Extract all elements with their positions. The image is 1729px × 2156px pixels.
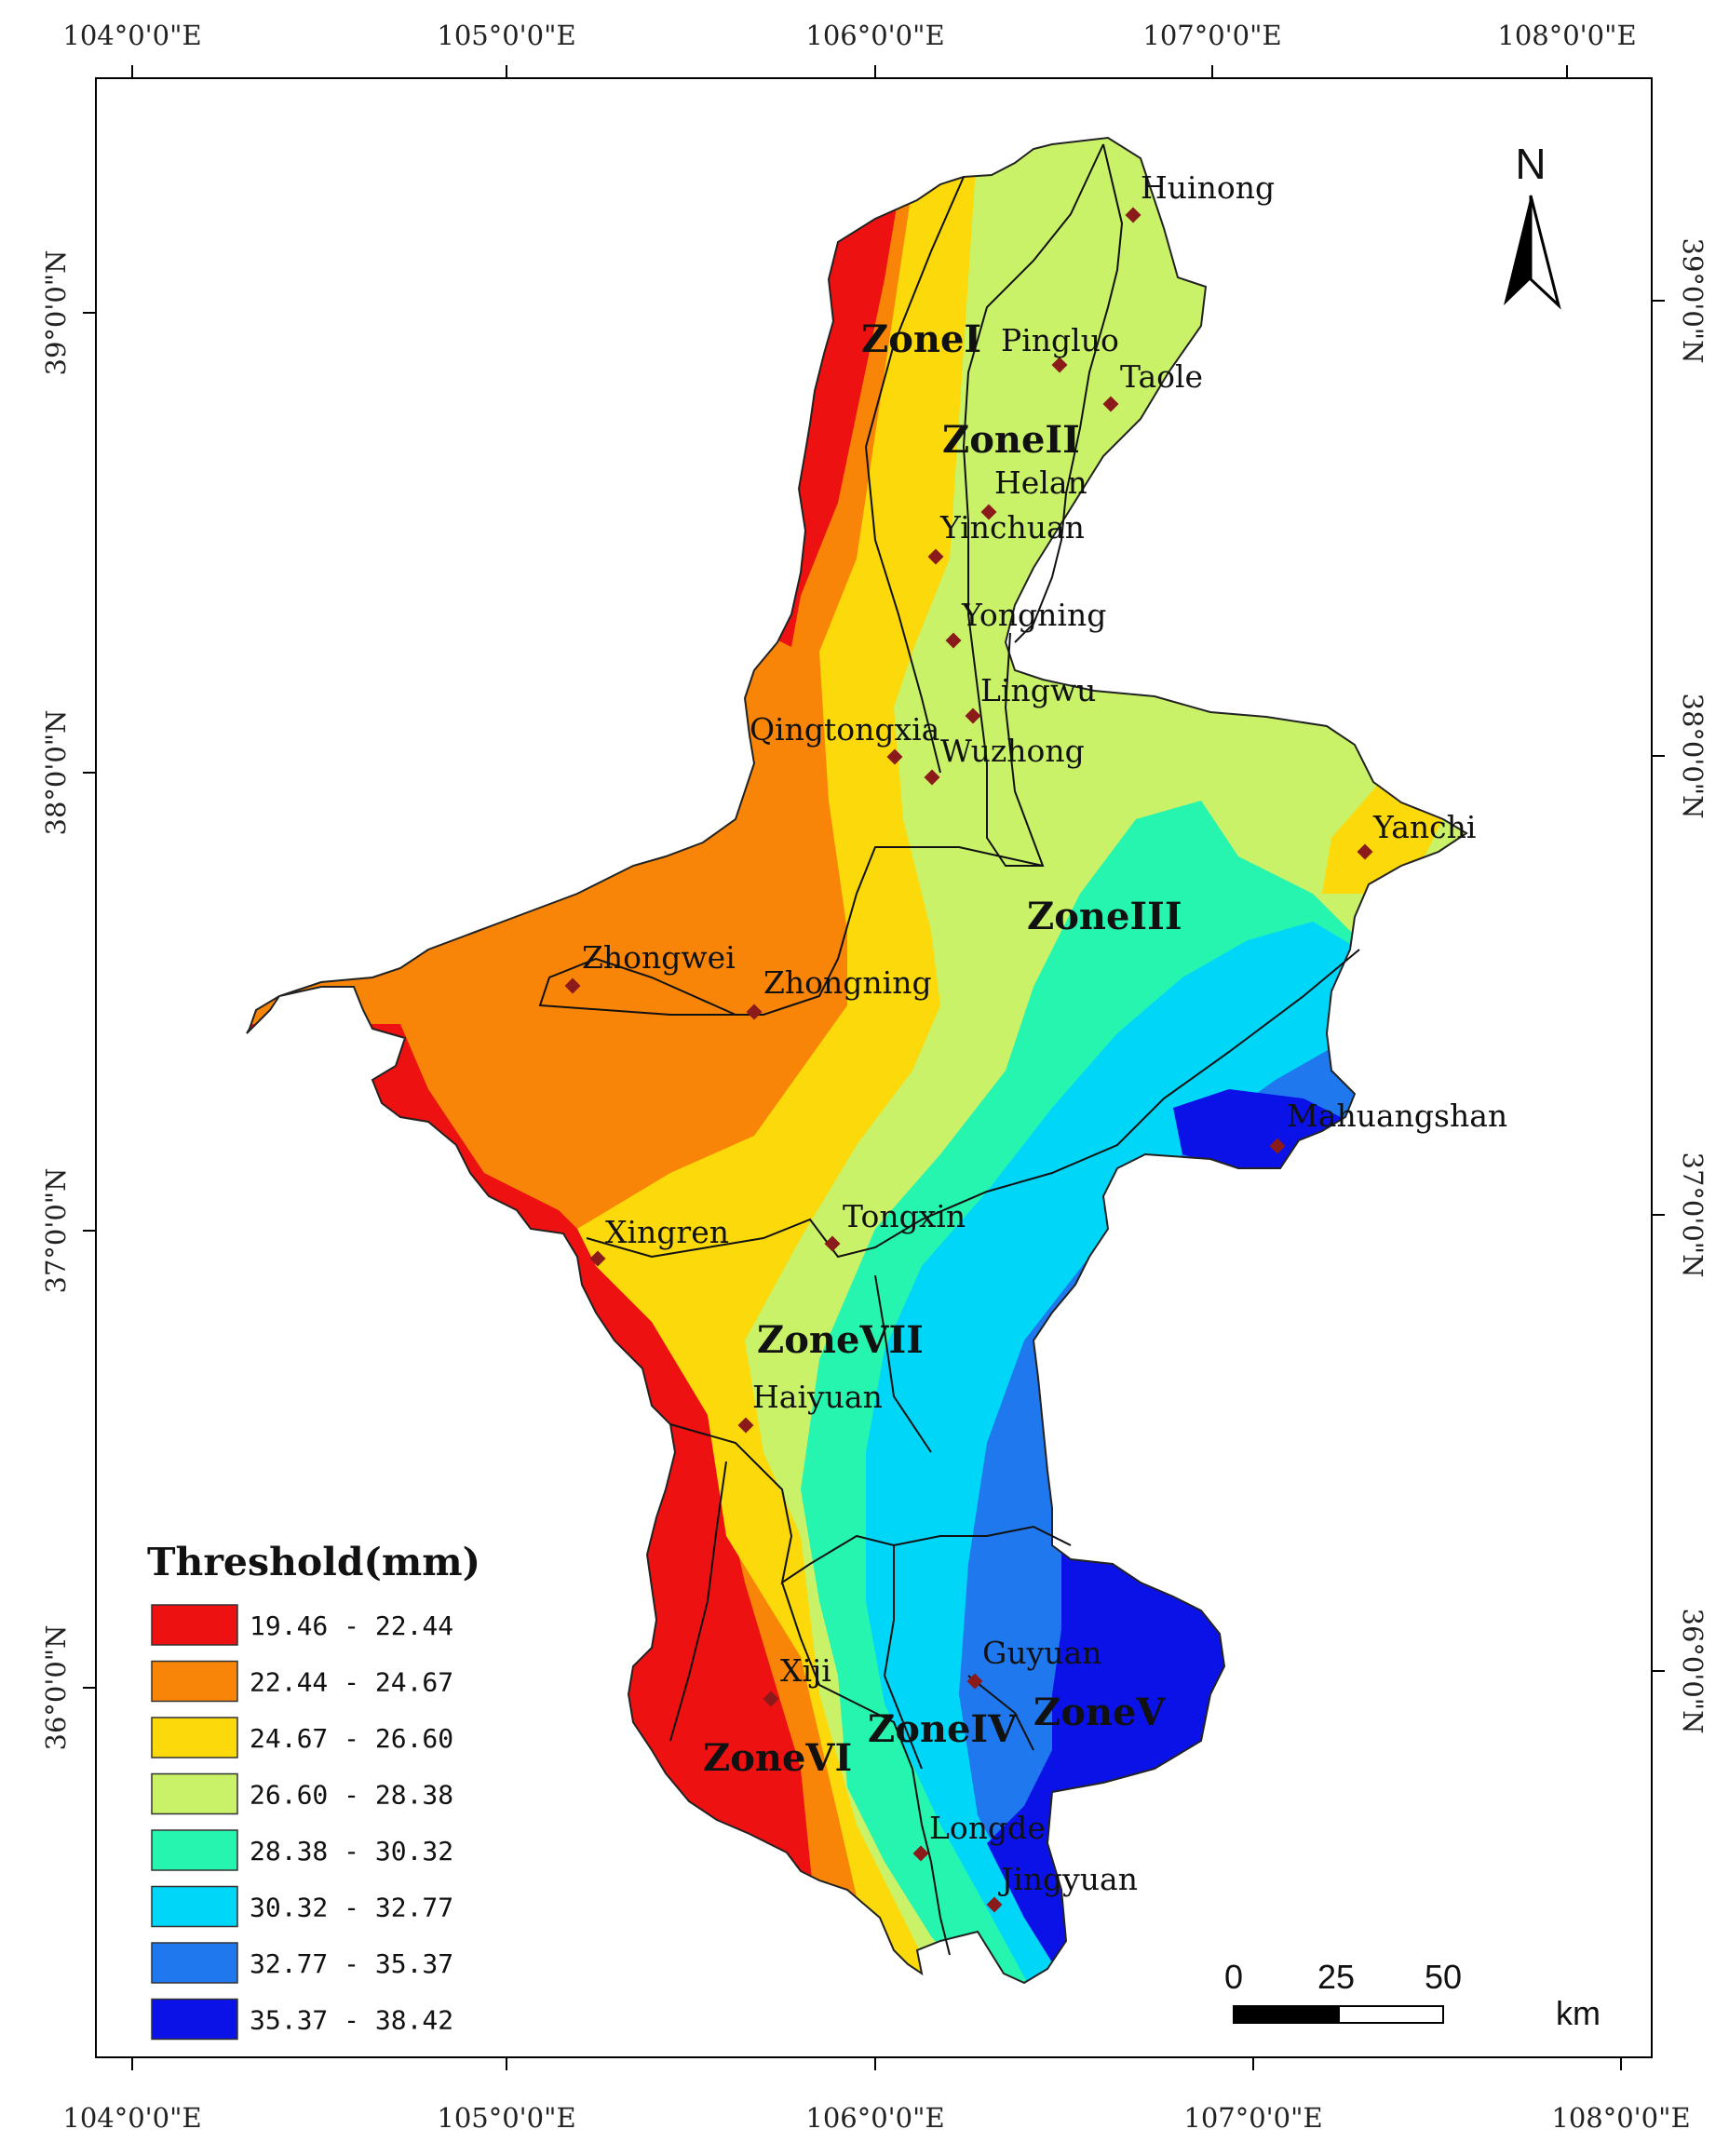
scale-bar: 0 25 50 km	[1224, 1958, 1601, 2032]
station-marker	[746, 1004, 763, 1020]
city-label-jingyuan: Jingyuan	[998, 1861, 1138, 1897]
tick-label: 38°0'0"N	[1677, 694, 1709, 819]
tick-label: 106°0'0"E	[805, 2102, 944, 2134]
station-marker	[986, 1896, 1003, 1913]
station-marker	[965, 707, 981, 724]
station-marker	[927, 548, 944, 565]
scale-unit: km	[1556, 1994, 1601, 2032]
city-label-yongning: Yongning	[961, 597, 1106, 633]
scale-tick-25: 25	[1317, 1958, 1355, 1996]
legend-label: 32.77 - 35.37	[250, 1948, 453, 1979]
tick-label: 36°0'0"N	[1677, 1609, 1709, 1734]
scale-bar-white	[1338, 2005, 1444, 2024]
zone-label-4: ZoneIV	[868, 1707, 1018, 1751]
north-label: N	[1515, 140, 1546, 188]
scale-bar-black	[1233, 2005, 1340, 2024]
station-marker	[966, 1673, 983, 1690]
station-marker	[763, 1691, 779, 1707]
scale-tick-50: 50	[1425, 1958, 1462, 1996]
city-label-pingluo: Pingluo	[1001, 322, 1119, 358]
city-label-huinong: Huinong	[1141, 169, 1275, 206]
legend-title: Threshold(mm)	[147, 1540, 480, 1584]
legend-swatch	[151, 1604, 238, 1646]
tick-label: 36°0'0"N	[40, 1625, 72, 1751]
zone-label-5: ZoneV	[1033, 1691, 1166, 1734]
zone-label-3: ZoneIII	[1027, 895, 1182, 938]
city-label-mahuangshan: Mahuangshan	[1287, 1098, 1507, 1134]
city-label-taole: Taole	[1120, 358, 1203, 395]
tick-label: 108°0'0"E	[1497, 20, 1636, 51]
station-marker	[886, 748, 903, 765]
legend-swatch	[151, 1942, 238, 1984]
zone-label-1: ZoneI	[861, 317, 981, 361]
station-marker	[737, 1417, 754, 1434]
zone-labels: ZoneI ZoneII ZoneIII ZoneIV ZoneV ZoneVI…	[703, 317, 1182, 1780]
tick-label: 38°0'0"N	[40, 710, 72, 836]
legend-swatch	[151, 1660, 238, 1703]
legend-swatch	[151, 1885, 238, 1928]
tick-label: 37°0'0"N	[40, 1168, 72, 1294]
city-labels: Huinong Pingluo Taole Helan Yinchuan Yon…	[582, 169, 1507, 1897]
city-label-yinchuan: Yinchuan	[939, 509, 1085, 546]
station-marker	[1357, 843, 1373, 860]
zone-label-7: ZoneVII	[757, 1318, 924, 1362]
station-marker	[945, 632, 962, 649]
legend-label: 28.38 - 30.32	[250, 1836, 453, 1866]
north-arrow: N	[1504, 140, 1561, 310]
legend-label: 19.46 - 22.44	[250, 1610, 453, 1641]
station-marker	[824, 1235, 841, 1252]
city-label-tongxin: Tongxin	[843, 1198, 966, 1234]
tick-label: 106°0'0"E	[805, 20, 944, 51]
tick-label: 108°0'0"E	[1551, 2102, 1690, 2134]
city-label-qingtongxia: Qingtongxia	[750, 711, 939, 748]
bottom-ticks: 104°0'0"E 105°0'0"E 106°0'0"E 107°0'0"E …	[62, 2102, 1690, 2134]
tick-label: 105°0'0"E	[437, 20, 575, 51]
legend: Threshold(mm) 19.46 - 22.44 22.44 - 24.67…	[147, 1540, 480, 2041]
legend-swatch	[151, 1772, 238, 1815]
legend-swatch	[151, 1829, 238, 1871]
city-label-lingwu: Lingwu	[980, 672, 1096, 708]
tick-label: 39°0'0"N	[40, 250, 72, 376]
graticule	[83, 65, 1665, 2070]
tick-label: 39°0'0"N	[1677, 238, 1709, 364]
legend-label: 22.44 - 24.67	[250, 1667, 453, 1698]
station-marker	[589, 1250, 606, 1267]
city-label-guyuan: Guyuan	[982, 1635, 1101, 1671]
tick-label: 105°0'0"E	[437, 2102, 575, 2134]
station-marker	[924, 769, 940, 786]
legend-label: 30.32 - 32.77	[250, 1893, 453, 1923]
scale-tick-0: 0	[1224, 1958, 1243, 1996]
legend-label: 26.60 - 28.38	[250, 1780, 453, 1811]
north-arrow-icon	[1504, 195, 1561, 310]
left-ticks: 39°0'0"N 38°0'0"N 37°0'0"N 36°0'0"N	[40, 250, 72, 1751]
city-label-xiji: Xiji	[780, 1652, 831, 1689]
station-marker	[1269, 1138, 1286, 1154]
city-label-helan: Helan	[994, 465, 1087, 501]
city-label-zhongning: Zhongning	[763, 964, 932, 1001]
city-label-wuzhong: Wuzhong	[940, 733, 1085, 769]
station-marker	[912, 1845, 929, 1862]
city-label-xingren: Xingren	[605, 1214, 729, 1250]
right-ticks: 39°0'0"N 38°0'0"N 37°0'0"N 36°0'0"N	[1677, 238, 1709, 1734]
legend-label: 24.67 - 26.60	[250, 1723, 453, 1754]
tick-label: 107°0'0"E	[1183, 2102, 1322, 2134]
city-label-zhongwei: Zhongwei	[582, 939, 736, 976]
legend-swatch	[151, 1717, 238, 1758]
station-marker	[564, 977, 581, 994]
legend-swatch	[151, 1998, 238, 2041]
city-label-longde: Longde	[929, 1810, 1046, 1846]
tick-label: 37°0'0"N	[1677, 1152, 1709, 1278]
legend-label: 35.37 - 38.42	[250, 2005, 453, 2036]
city-label-haiyuan: Haiyuan	[752, 1379, 883, 1415]
top-ticks: 104°0'0"E 105°0'0"E 106°0'0"E 107°0'0"E …	[62, 20, 1636, 51]
tick-label: 104°0'0"E	[62, 2102, 201, 2134]
zone-label-2: ZoneII	[942, 418, 1080, 462]
tick-label: 104°0'0"E	[62, 20, 201, 51]
city-label-yanchi: Yanchi	[1372, 809, 1476, 845]
zone-boundaries	[538, 143, 1360, 1956]
tick-label: 107°0'0"E	[1142, 20, 1281, 51]
station-marker	[980, 504, 997, 520]
zone-label-6: ZoneVI	[703, 1736, 852, 1780]
station-markers	[564, 207, 1373, 1913]
